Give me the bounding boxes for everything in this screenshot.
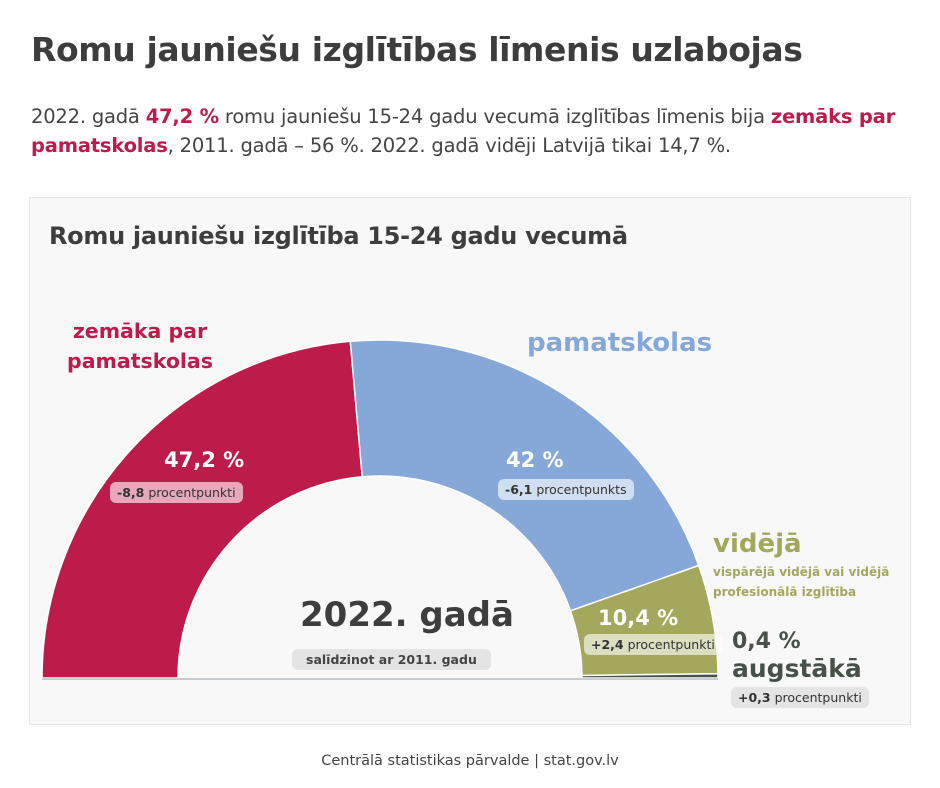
footer-source: Centrālā statistikas pārvalde | stat.gov… [321, 753, 619, 769]
value-zemaka: 47,2 % [164, 448, 245, 472]
label-augstaka: augstākā [732, 654, 862, 683]
change-zemaka: -8,8 procentpunkti [110, 482, 243, 503]
change-augstaka-num: +0,3 [738, 690, 771, 705]
subtitle: 2022. gadā 47,2 % romu jauniešu 15-24 ga… [31, 102, 921, 160]
label-zemaka: zemāka par pamatskolas [55, 316, 225, 376]
label-zemaka-line1: zemāka par [72, 319, 208, 343]
center-year-label: 2022. gadā [300, 595, 514, 635]
change-augstaka-unit: procentpunkti [770, 690, 862, 705]
subtitle-part-1: 2022. gadā [31, 105, 146, 128]
slice-4 [581, 672, 719, 679]
change-augstaka: +0,3 procentpunkti [731, 687, 869, 708]
slice-2 [349, 339, 700, 612]
value-videja: 10,4 % [598, 606, 679, 630]
change-zemaka-num: -8,8 [117, 485, 145, 500]
slice-1 [41, 340, 364, 679]
center-comparison-label: salīdzinot ar 2011. gadu [292, 649, 491, 670]
change-videja-unit: procentpunkti [623, 637, 715, 652]
change-pamatskolas: -6,1 procentpunkts [498, 479, 634, 500]
subtitle-part-2: romu jauniešu 15-24 gadu vecumā izglītīb… [218, 105, 771, 128]
chart-title: Romu jauniešu izglītība 15-24 gadu vecum… [49, 222, 628, 250]
subtitle-highlight-1: 47,2 % [145, 105, 219, 128]
change-pamatskolas-unit: procentpunkts [532, 482, 627, 497]
value-augstaka: 0,4 % [732, 629, 801, 654]
label-videja-description: vispārējā vidējā vai vidējā profesionālā… [713, 565, 890, 599]
label-zemaka-line2: pamatskolas [67, 349, 213, 373]
change-zemaka-unit: procentpunkti [144, 485, 236, 500]
change-videja: +2,4 procentpunkti [584, 634, 722, 655]
change-videja-num: +2,4 [591, 637, 624, 652]
change-pamatskolas-num: -6,1 [505, 482, 533, 497]
label-videja: vidējā [713, 529, 802, 559]
subtitle-part-3: , 2011. gadā – 56 %. 2022. gadā vidēji L… [167, 134, 732, 157]
subtitle-highlight-2: zemāks par pamatskolas [31, 105, 896, 157]
page-title: Romu jauniešu izglītības līmenis uzlaboj… [31, 30, 803, 69]
label-pamatskolas: pamatskolas [527, 328, 713, 358]
value-pamatskolas: 42 % [506, 448, 564, 472]
